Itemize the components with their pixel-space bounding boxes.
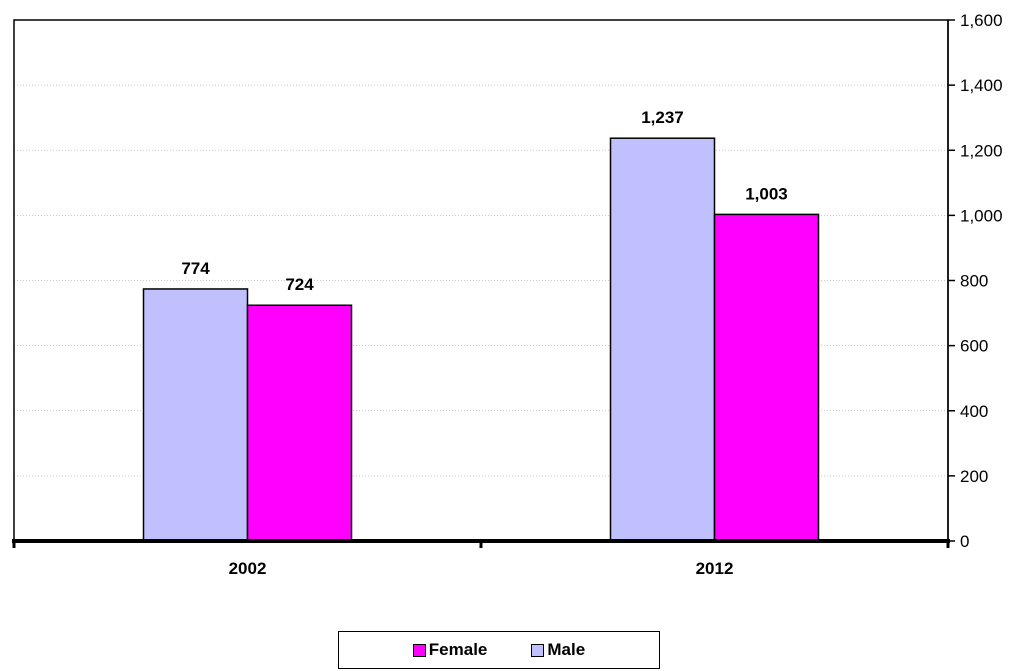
y-tick-label: 1,600	[960, 11, 1003, 30]
legend-item-male: Male	[531, 640, 585, 660]
y-tick-label: 1,000	[960, 206, 1003, 225]
y-tick-label: 1,400	[960, 76, 1003, 95]
bar-chart: 774 1,237 724 1,003 2002 2012 0 200 400 600 800 1,0…	[12, 11, 1003, 578]
y-tick-label: 600	[960, 337, 988, 356]
legend-label-female: Female	[428, 640, 488, 659]
legend: Female Male	[338, 631, 660, 669]
bar-female-2012	[713, 213, 820, 542]
legend-item-female: Female	[412, 640, 488, 660]
data-label-male-2012: 1,237	[641, 108, 684, 127]
legend-label-male: Male	[547, 640, 586, 659]
y-tick-label: 0	[960, 532, 969, 551]
legend-swatch-male	[531, 643, 545, 657]
x-tick-label: 2002	[229, 559, 267, 578]
legend-swatch-female	[412, 643, 426, 657]
bar-male-2002	[142, 288, 249, 542]
x-tick-label: 2012	[696, 559, 734, 578]
data-label-female-2002: 724	[285, 275, 314, 294]
y-tick-label: 400	[960, 402, 988, 421]
data-label-female-2012: 1,003	[745, 184, 788, 203]
y-tick-label: 800	[960, 272, 988, 291]
bar-male-2012	[609, 137, 716, 542]
y-tick-label: 200	[960, 467, 988, 486]
bar-female-2002	[246, 304, 353, 542]
y-tick-label: 1,200	[960, 141, 1003, 160]
data-label-male-2002: 774	[181, 259, 210, 278]
